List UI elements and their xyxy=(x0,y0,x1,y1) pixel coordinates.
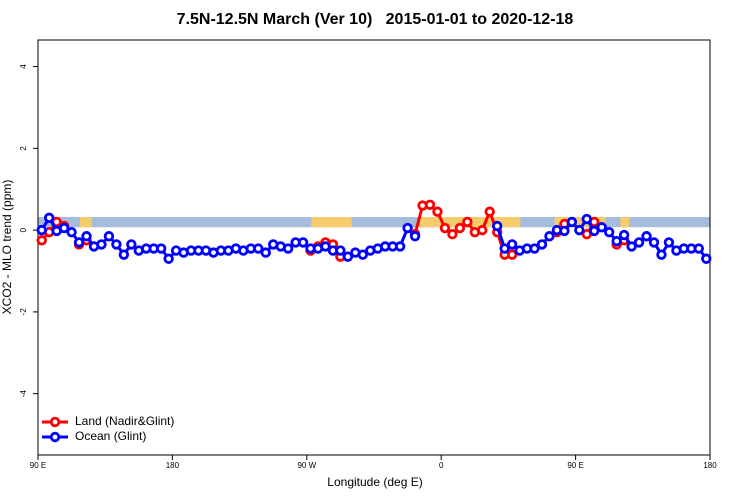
point xyxy=(58,222,70,234)
land-mask xyxy=(311,217,352,228)
y-tick-label: -2 xyxy=(19,308,28,316)
chart-title: 7.5N-12.5N March (Ver 10) 2015-01-01 to … xyxy=(177,11,574,28)
point xyxy=(574,224,585,236)
point xyxy=(432,206,443,217)
x-tick-label: 0 xyxy=(439,461,444,470)
y-tick-label: 2 xyxy=(19,146,28,151)
y-tick-label: 0 xyxy=(19,227,28,232)
point xyxy=(96,239,107,250)
point xyxy=(282,243,294,254)
x-tick-label: 180 xyxy=(166,461,180,470)
point xyxy=(693,243,704,254)
point xyxy=(506,239,518,250)
point xyxy=(36,235,47,246)
point xyxy=(618,229,630,241)
y-tick-label: -4 xyxy=(19,390,28,398)
point xyxy=(335,245,346,256)
point xyxy=(163,253,174,264)
point xyxy=(66,226,77,238)
point xyxy=(454,222,466,234)
point xyxy=(111,239,122,250)
point xyxy=(477,224,488,236)
point xyxy=(544,231,555,242)
point xyxy=(656,249,667,260)
point xyxy=(566,216,578,228)
point xyxy=(506,249,518,260)
x-tick-label: 180 xyxy=(703,461,717,470)
point xyxy=(36,224,47,236)
point xyxy=(648,237,660,248)
point xyxy=(663,237,675,248)
legend-label: Land (Nadir&Glint) xyxy=(75,414,174,428)
land-mask xyxy=(79,217,92,228)
point xyxy=(103,231,115,242)
point xyxy=(320,241,331,252)
x-tick-label: 90 E xyxy=(30,461,46,470)
point xyxy=(492,220,503,232)
point xyxy=(260,247,271,258)
x-tick-label: 90 E xyxy=(567,461,583,470)
point xyxy=(499,243,510,254)
point xyxy=(559,225,570,237)
point xyxy=(81,231,92,242)
point xyxy=(357,249,368,260)
point xyxy=(126,239,137,250)
point xyxy=(424,199,436,210)
point xyxy=(611,235,622,247)
plot-frame xyxy=(37,39,711,456)
point xyxy=(626,241,637,252)
point xyxy=(342,251,354,262)
point xyxy=(73,237,85,248)
point xyxy=(536,239,548,250)
point xyxy=(581,213,592,225)
point xyxy=(155,243,167,254)
x-tick-label: 90 W xyxy=(297,461,316,470)
point xyxy=(641,231,652,242)
x-axis-label: Longitude (deg E) xyxy=(327,475,422,489)
ocean-band xyxy=(38,217,710,228)
point xyxy=(394,241,406,252)
point xyxy=(462,216,473,228)
point xyxy=(447,229,458,240)
point xyxy=(44,212,55,224)
point xyxy=(253,243,264,254)
y-tick-label: 4 xyxy=(19,64,28,69)
point xyxy=(529,243,540,254)
point xyxy=(439,222,451,234)
land-mask xyxy=(620,217,630,228)
land-mask xyxy=(554,217,606,228)
legend-label: Ocean (Glint) xyxy=(75,429,146,443)
point xyxy=(604,226,615,238)
legend-marker xyxy=(49,431,61,443)
point xyxy=(596,222,607,233)
point xyxy=(701,253,712,264)
y-axis-label: XCO2 - MLO trend (ppm) xyxy=(0,180,14,315)
point xyxy=(484,206,495,217)
point xyxy=(409,231,421,242)
point xyxy=(297,237,309,248)
point xyxy=(402,222,413,234)
point xyxy=(633,237,645,248)
legend-marker xyxy=(49,416,61,428)
point xyxy=(118,249,130,260)
